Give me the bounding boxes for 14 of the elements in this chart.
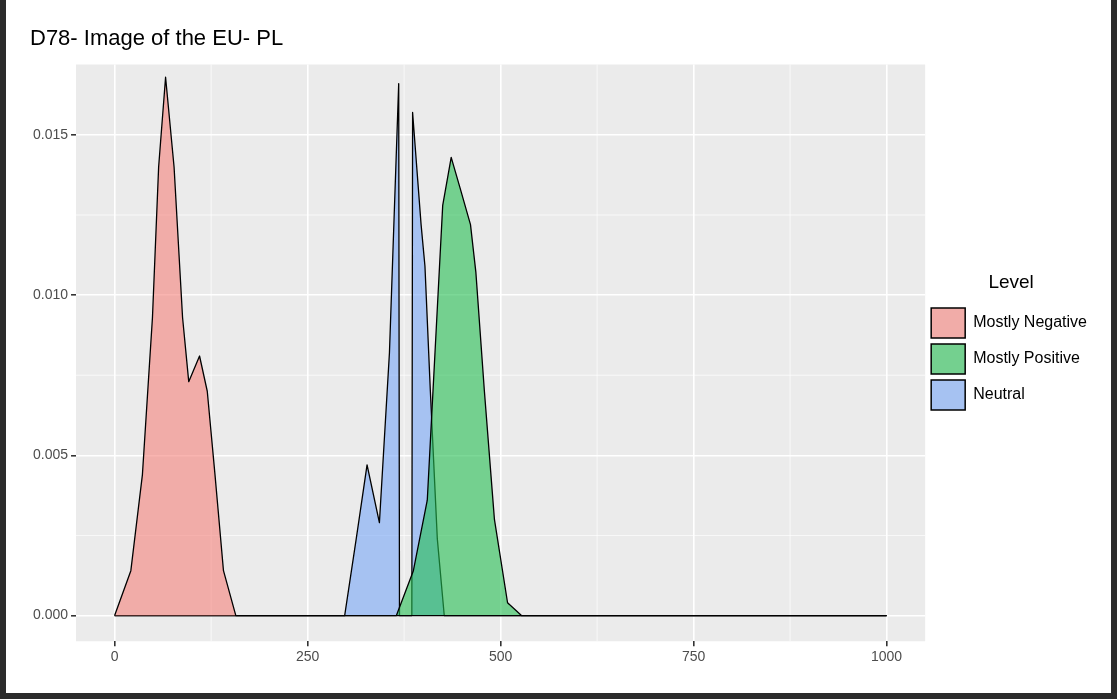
y-tick-label: 0.010 (32, 285, 69, 302)
y-tick-label: 0.015 (32, 125, 69, 142)
x-tick-label: 1000 (871, 648, 903, 665)
x-tick-label: 500 (488, 648, 513, 665)
chart-title: D78- Image of the EU- PL (30, 25, 284, 51)
legend-label: Mostly Positive (973, 349, 1080, 367)
x-tick-label: 750 (681, 648, 706, 665)
legend-label: Mostly Negative (973, 313, 1088, 331)
legend-title: Level (988, 270, 1034, 292)
x-tick-label: 250 (295, 648, 320, 665)
y-tick-label: 0.005 (32, 446, 69, 463)
legend-label: Neutral (973, 385, 1025, 403)
x-tick-label: 0 (110, 648, 119, 665)
y-tick-label: 0.000 (32, 606, 69, 623)
